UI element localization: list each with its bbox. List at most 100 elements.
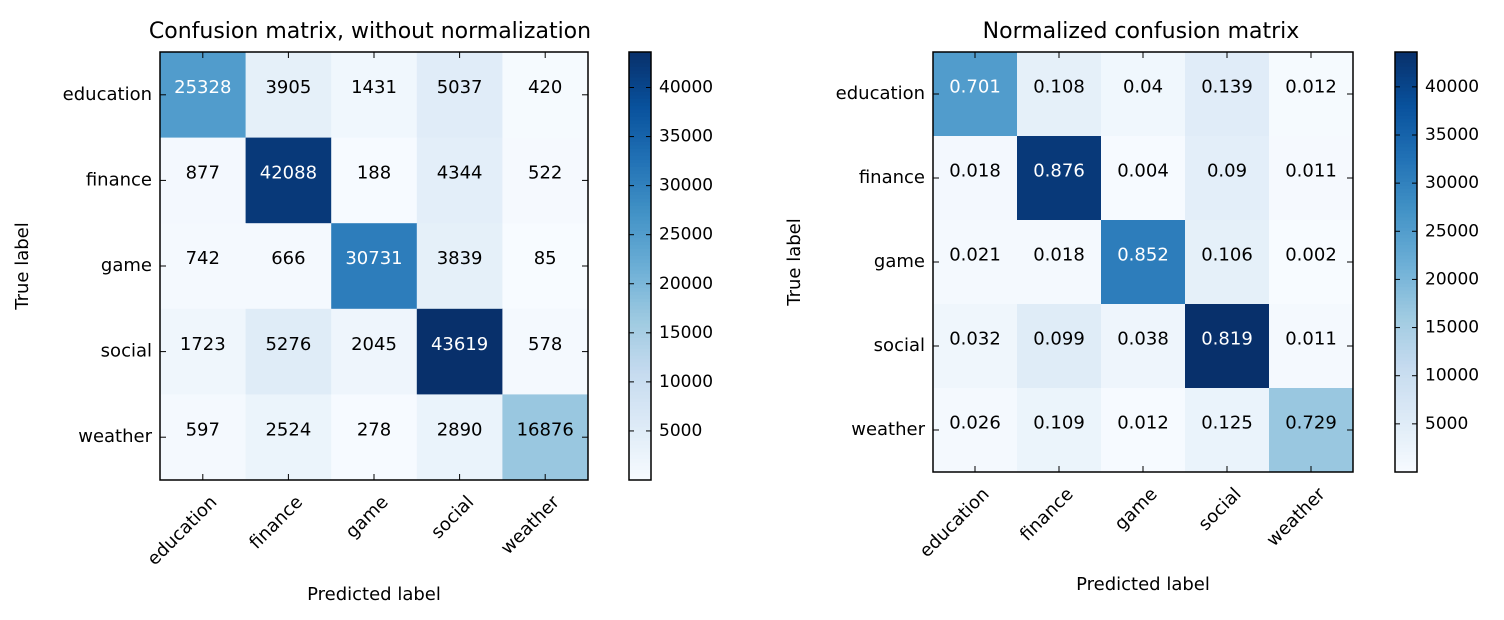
chart-2-cell-3-2 [1101, 304, 1186, 389]
chart-1-colorbar-segment [629, 369, 651, 374]
chart-2-cell-label-1-3: 0.09 [1207, 160, 1247, 181]
chart-1-cell-label-0-1: 3905 [265, 77, 311, 98]
chart-2-colorbar-segment [1395, 353, 1417, 358]
chart-1-colorbar-segment [629, 84, 651, 89]
chart-1-colorbar-segment [629, 166, 651, 171]
chart-1-colorbar-segment [629, 241, 651, 246]
chart-1-colorbar-segment [629, 422, 651, 428]
chart-2: Normalized confusion matrix 0.701 0.108 0.0… [784, 19, 1479, 595]
chart-2-xtick-label-4: weather [1263, 483, 1330, 550]
chart-2-colorbar-segment [1395, 405, 1417, 410]
chart-1-colorbar-tick-label-6: 35000 [659, 127, 713, 147]
chart-2-colorbar-segment [1395, 265, 1417, 270]
chart-2-colorbar-segment [1395, 419, 1417, 424]
chart-2-colorbar-tick-label-3: 20000 [1425, 269, 1479, 289]
chart-2-cell-label-4-3: 0.125 [1201, 412, 1253, 433]
chart-2-colorbar-segment [1395, 423, 1417, 428]
chart-1-colorbar-segment [629, 358, 651, 363]
chart-1-cell-label-3-3: 43619 [431, 334, 488, 355]
chart-2-cell-4-2 [1101, 388, 1186, 473]
chart-2-cell-label-0-0: 0.701 [949, 76, 1001, 97]
chart-2-colorbar-segment [1395, 335, 1417, 340]
chart-2-colorbar-segment [1395, 283, 1417, 288]
chart-1-colorbar-segment [629, 301, 651, 306]
chart-2-colorbar-segment [1395, 258, 1417, 263]
chart-1-cell-label-0-0: 25328 [174, 77, 231, 98]
chart-1-cell-label-2-1: 666 [271, 248, 305, 269]
chart-1-colorbar-segment [629, 144, 651, 149]
chart-2-cell-label-0-2: 0.04 [1123, 76, 1163, 97]
chart-1-colorbar-segment [629, 159, 651, 164]
chart-1-cell-2-3 [416, 223, 503, 310]
chart-2-cell-label-0-4: 0.012 [1285, 76, 1337, 97]
chart-2-cell-1-4 [1269, 136, 1354, 221]
chart-2-cell-2-0 [933, 220, 1018, 305]
chart-1-colorbar-segment [629, 155, 651, 160]
chart-1-colorbar-segment [629, 151, 651, 157]
chart-2-cell-label-1-0: 0.018 [949, 160, 1001, 181]
chart-1-cell-4-4 [502, 394, 589, 481]
chart-2-colorbar-segment [1395, 451, 1417, 456]
chart-2-colorbar-segment [1395, 94, 1417, 99]
chart-1-colorbar-segment [629, 476, 651, 481]
chart-1-cell-label-0-2: 1431 [351, 77, 397, 98]
chart-2-colorbar-segment [1395, 367, 1417, 372]
chart-1-colorbar-segment [629, 415, 651, 420]
chart-2-colorbar-segment [1395, 395, 1417, 400]
chart-1-cell-label-3-2: 2045 [351, 334, 397, 355]
chart-1-colorbar-tick-label-3: 20000 [659, 274, 713, 294]
chart-2-colorbar-tick-label-6: 35000 [1425, 125, 1479, 145]
chart-2-colorbar-segment [1395, 108, 1417, 113]
chart-1-colorbar-segment [629, 191, 651, 196]
chart-1-colorbar-segment [629, 276, 651, 281]
chart-2-colorbar-segment [1395, 153, 1417, 158]
chart-2-colorbar-segment [1395, 262, 1417, 267]
chart-2-colorbar-segment [1395, 199, 1417, 204]
chart-1-cell-3-0 [160, 308, 247, 395]
chart-2-colorbar-segment [1395, 195, 1417, 200]
chart-1-cell-label-2-4: 85 [534, 248, 557, 269]
chart-1-cell-1-2 [331, 137, 418, 224]
chart-2-cell-label-1-4: 0.011 [1285, 160, 1337, 181]
chart-1-colorbar-segment [629, 405, 651, 410]
chart-1-colorbar-segment [629, 248, 651, 253]
chart-2-cell-label-0-1: 0.108 [1033, 76, 1085, 97]
chart-2-xtick-label-1: finance [1016, 484, 1078, 546]
chart-1-colorbar-segment [629, 312, 651, 317]
chart-1-colorbar-segment [629, 447, 651, 453]
chart-2-colorbar-segment [1395, 209, 1417, 214]
chart-2-cell-1-2 [1101, 136, 1186, 221]
chart-2-colorbar-segment [1395, 311, 1417, 316]
chart-1-colorbar-segment [629, 290, 651, 296]
chart-2-colorbar-segment [1395, 321, 1417, 326]
chart-2-colorbar-segment [1395, 342, 1417, 347]
chart-1-colorbar-segment [629, 244, 651, 249]
chart-1-colorbar-segment [629, 255, 651, 260]
chart-2-cell-4-0 [933, 388, 1018, 473]
chart-2-colorbar-segment [1395, 202, 1417, 207]
chart-2-colorbar-segment [1395, 465, 1417, 470]
chart-1-colorbar-segment [629, 130, 651, 135]
chart-1-cell-label-0-3: 5037 [437, 77, 483, 98]
chart-2-colorbar-segment [1395, 370, 1417, 375]
chart-1-colorbar-segment [629, 223, 651, 228]
chart-2-cell-label-3-4: 0.011 [1285, 328, 1337, 349]
chart-1-colorbar-segment [629, 212, 651, 217]
chart-1-colorbar-frame [628, 51, 652, 481]
chart-2-cell-3-0 [933, 304, 1018, 389]
chart-2-cell-label-2-0: 0.021 [949, 244, 1001, 265]
chart-1-colorbar-tick-label-7: 40000 [659, 78, 713, 98]
chart-2-cell-1-1 [1017, 136, 1102, 221]
chart-1-cell-label-2-3: 3839 [437, 248, 483, 269]
chart-1-cell-0-1 [245, 52, 332, 139]
chart-1-colorbar-segment [629, 176, 651, 181]
chart-2-colorbar-segment [1395, 220, 1417, 225]
chart-1-colorbar-tick-label-0: 5000 [659, 421, 702, 441]
chart-1-colorbar-segment [629, 273, 651, 278]
chart-1-colorbar-segment [629, 137, 651, 142]
chart-2-colorbar-segment [1395, 118, 1417, 123]
chart-2-colorbar-segment [1395, 346, 1417, 351]
chart-1-xtick-label-0: education [143, 492, 221, 570]
chart-2-colorbar-segment [1395, 416, 1417, 421]
